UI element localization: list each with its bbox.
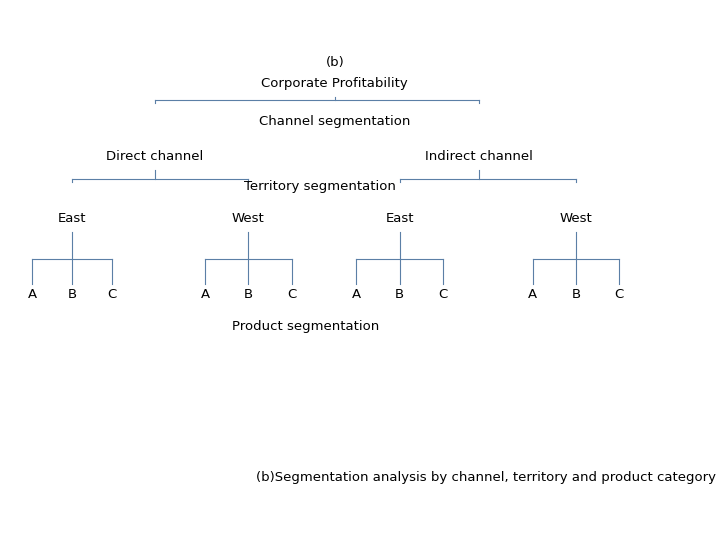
Text: Corporate Profitability: Corporate Profitability [261, 77, 408, 90]
Text: C: C [615, 288, 624, 301]
Text: East: East [58, 212, 86, 225]
Text: B: B [395, 288, 404, 301]
Text: Channel segmentation: Channel segmentation [259, 115, 410, 128]
Text: C: C [438, 288, 447, 301]
Text: West: West [232, 212, 265, 225]
Text: A: A [201, 288, 210, 301]
Text: Territory segmentation: Territory segmentation [245, 180, 396, 193]
Text: A: A [528, 288, 537, 301]
Text: B: B [572, 288, 580, 301]
Text: East: East [385, 212, 414, 225]
Text: Direct channel: Direct channel [106, 150, 204, 163]
Text: C: C [287, 288, 296, 301]
Text: C: C [107, 288, 116, 301]
Text: Indirect channel: Indirect channel [425, 150, 533, 163]
Text: A: A [28, 288, 37, 301]
Text: B: B [68, 288, 76, 301]
Text: B: B [244, 288, 253, 301]
Text: (b): (b) [325, 56, 344, 69]
Text: West: West [559, 212, 593, 225]
Text: (b)Segmentation analysis by channel, territory and product category: (b)Segmentation analysis by channel, ter… [256, 471, 716, 484]
Text: Product segmentation: Product segmentation [233, 320, 379, 333]
Text: A: A [352, 288, 361, 301]
